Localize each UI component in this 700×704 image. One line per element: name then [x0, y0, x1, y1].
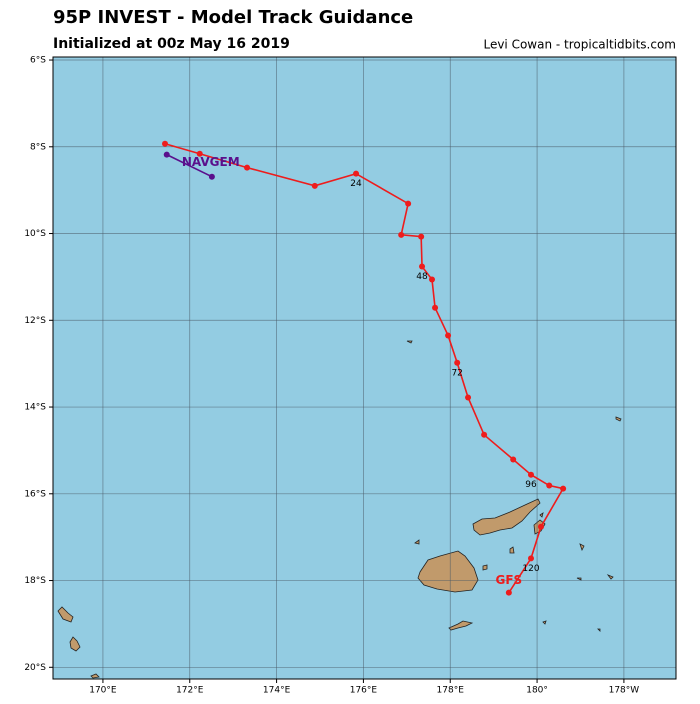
- track-point: [163, 151, 170, 158]
- track-line: [164, 142, 565, 594]
- y-tick-label: 18°S: [24, 576, 46, 586]
- title: 95P INVEST - Model Track Guidance: [53, 7, 413, 28]
- track-point: [560, 485, 567, 492]
- track-point: [405, 200, 412, 207]
- track-point: [353, 170, 360, 177]
- y-tick-label: 6°S: [30, 56, 46, 66]
- track-point: [311, 182, 318, 189]
- x-tick-label: 170°E: [89, 686, 117, 696]
- subtitle: Initialized at 00z May 16 2019: [53, 36, 290, 52]
- track-point: [432, 304, 439, 311]
- y-tick-label: 10°S: [24, 229, 46, 239]
- track-point: [429, 276, 436, 283]
- x-tick-label: 176°E: [350, 686, 378, 696]
- track-point: [454, 359, 461, 366]
- track-point: [419, 263, 426, 270]
- track-point: [196, 150, 203, 157]
- track-point: [527, 555, 534, 562]
- hour-label: 72: [451, 368, 462, 378]
- track-line: [166, 153, 213, 178]
- hour-label: 48: [416, 272, 428, 282]
- track-point: [527, 471, 534, 478]
- x-tick-label: 174°E: [263, 686, 291, 696]
- x-tick-label: 178°E: [437, 686, 465, 696]
- map-frame: [52, 56, 677, 680]
- track-point: [546, 482, 553, 489]
- track-point: [537, 523, 544, 530]
- y-tick-label: 14°S: [24, 403, 46, 413]
- y-tick-label: 12°S: [24, 316, 46, 326]
- hour-label: 24: [350, 179, 362, 189]
- credit: Levi Cowan - tropicaltidbits.com: [483, 38, 676, 52]
- track-point: [162, 140, 169, 147]
- track-name: NAVGEM: [182, 155, 240, 169]
- y-tick-label: 16°S: [24, 489, 46, 499]
- x-tick-label: 172°E: [176, 686, 204, 696]
- y-tick-label: 8°S: [30, 142, 46, 152]
- hour-label: 96: [525, 480, 537, 490]
- track-point: [481, 431, 488, 438]
- x-tick-label: 178°W: [609, 686, 640, 696]
- ocean: [53, 57, 676, 679]
- track-point: [398, 231, 405, 238]
- track-point: [418, 233, 425, 240]
- y-tick-label: 20°S: [24, 663, 46, 673]
- track-point: [510, 456, 517, 463]
- track-name: GFS: [496, 573, 523, 587]
- track-point: [208, 173, 215, 180]
- track-point: [505, 589, 512, 596]
- track-point: [445, 332, 452, 339]
- track-point: [244, 164, 251, 171]
- track-point: [465, 394, 472, 401]
- x-tick-label: 180°: [526, 686, 548, 696]
- hour-label: 120: [522, 564, 539, 574]
